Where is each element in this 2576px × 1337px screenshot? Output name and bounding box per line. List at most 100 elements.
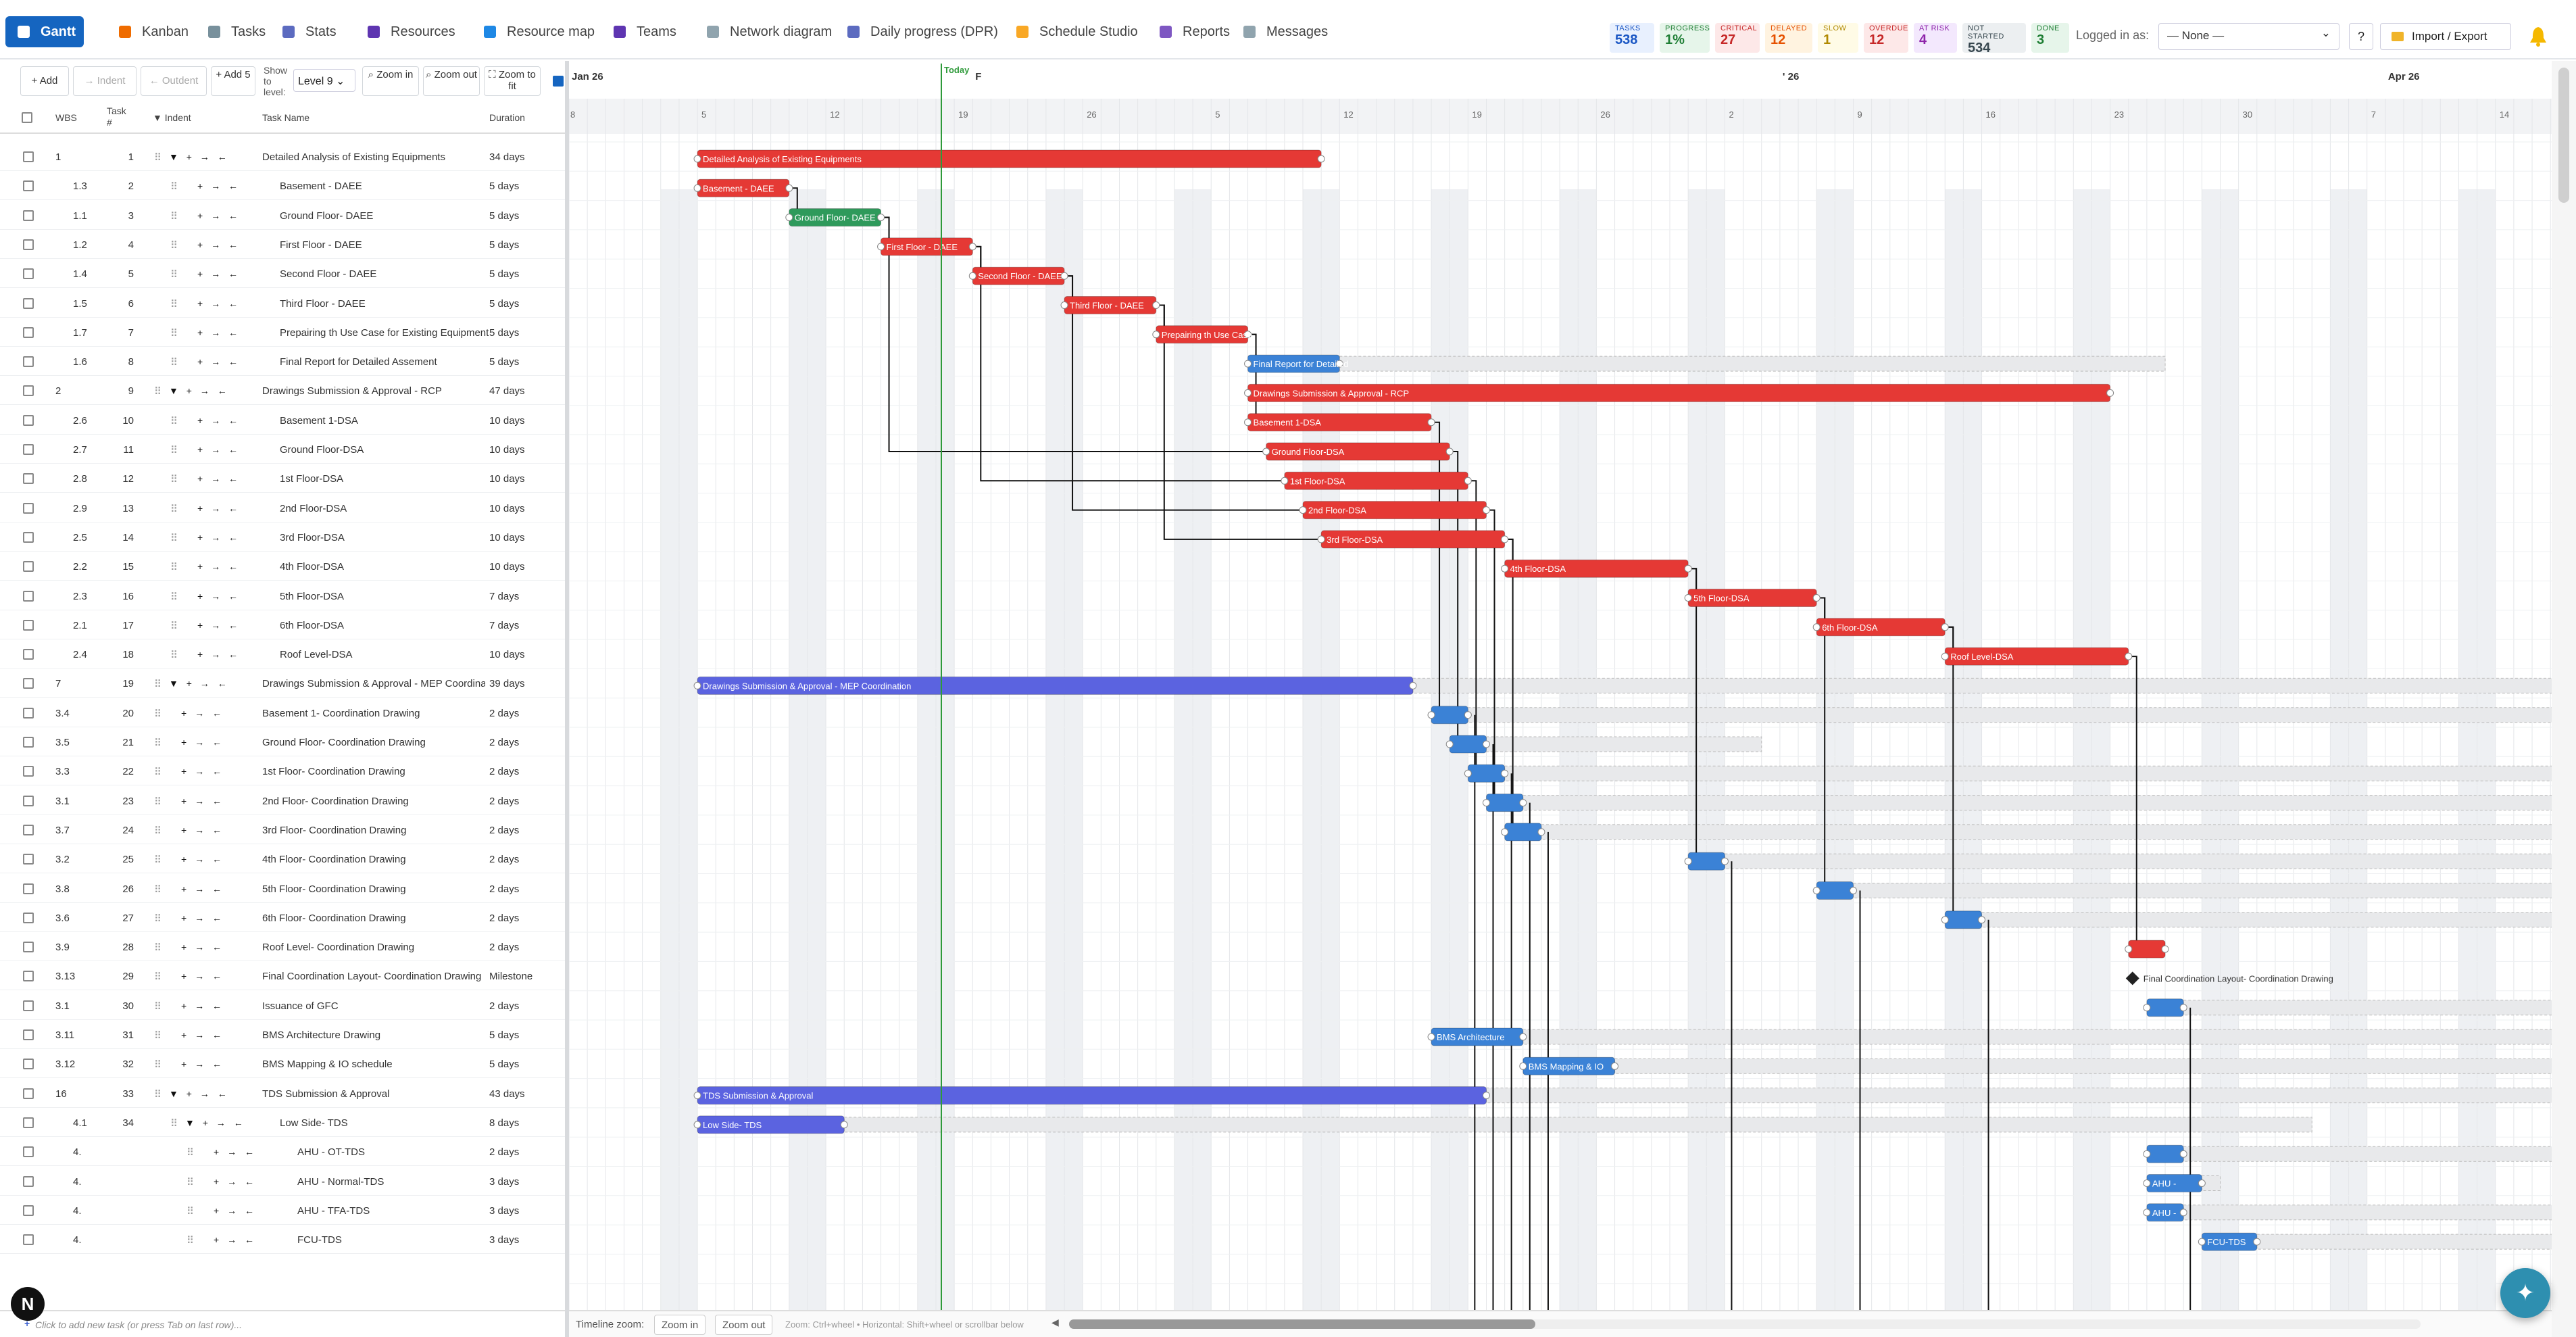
user-select[interactable]: — None — ⌄ bbox=[2158, 23, 2339, 50]
row-checkbox[interactable] bbox=[23, 1205, 34, 1216]
task-bar[interactable] bbox=[1944, 910, 1983, 929]
duration-cell[interactable]: 10 days bbox=[489, 502, 525, 514]
pane-splitter[interactable] bbox=[565, 61, 569, 1337]
bar-end-handle[interactable] bbox=[1611, 1062, 1619, 1070]
table-row[interactable]: 3.9 28 ⠿ + → ← Roof Level- Coordination Draw… bbox=[0, 932, 565, 962]
task-name-cell[interactable]: Low Side- TDS bbox=[280, 1117, 348, 1129]
wbs-cell[interactable]: 4. bbox=[73, 1175, 82, 1188]
drag-handle-icon[interactable]: ⠿ bbox=[170, 445, 178, 456]
indent-controls[interactable]: + → ← bbox=[197, 239, 241, 250]
row-checkbox[interactable] bbox=[23, 854, 34, 865]
wbs-cell[interactable]: 2.5 bbox=[73, 531, 87, 543]
bar-start-handle[interactable] bbox=[1812, 623, 1820, 631]
bar-start-handle[interactable] bbox=[1244, 418, 1252, 427]
row-checkbox[interactable] bbox=[23, 531, 34, 543]
wbs-cell[interactable]: 2.3 bbox=[73, 590, 87, 602]
bar-start-handle[interactable] bbox=[1244, 360, 1252, 368]
wbs-cell[interactable]: 3.1 bbox=[55, 1000, 70, 1012]
table-row[interactable]: 2.5 14 ⠿ + → ← 3rd Floor-DSA 10 days bbox=[0, 522, 565, 552]
task-name-cell[interactable]: Drawings Submission & Approval - MEP Coo… bbox=[262, 678, 485, 690]
task-name-cell[interactable]: Basement 1- Coordination Drawing bbox=[262, 707, 420, 719]
wbs-cell[interactable]: 2.1 bbox=[73, 619, 87, 631]
wbs-cell[interactable]: 3.13 bbox=[55, 971, 76, 983]
indent-controls[interactable]: + → ← bbox=[214, 1234, 257, 1246]
drag-handle-icon[interactable]: ⠿ bbox=[187, 1235, 194, 1247]
table-row[interactable]: 3.8 26 ⠿ + → ← 5th Floor- Coordination Drawi… bbox=[0, 874, 565, 903]
row-checkbox[interactable] bbox=[23, 678, 34, 689]
bar-end-handle[interactable] bbox=[1812, 594, 1820, 602]
row-checkbox[interactable] bbox=[23, 502, 34, 514]
row-checkbox[interactable] bbox=[23, 356, 34, 368]
row-checkbox[interactable] bbox=[23, 766, 34, 777]
bar-end-handle[interactable] bbox=[1409, 681, 1417, 689]
stat-progress[interactable]: PROGRESS 1% bbox=[1660, 23, 1710, 53]
timeline-zoom-in-button[interactable]: Zoom in bbox=[654, 1315, 706, 1335]
task-name-cell[interactable]: FCU-TDS bbox=[297, 1234, 342, 1246]
duration-cell[interactable]: 5 days bbox=[489, 356, 520, 368]
table-row[interactable]: 4.1 34 ⠿ ▼ + → ← Low Side- TDS 8 days bbox=[0, 1108, 565, 1137]
row-checkbox[interactable] bbox=[23, 297, 34, 309]
task-name-cell[interactable]: Detailed Analysis of Existing Equipments bbox=[262, 151, 445, 163]
duration-cell[interactable]: 34 days bbox=[489, 151, 525, 163]
wbs-cell[interactable]: 1.4 bbox=[73, 268, 87, 281]
row-checkbox[interactable] bbox=[23, 737, 34, 748]
zoom-out-button[interactable]: ⌕ Zoom out bbox=[423, 66, 480, 96]
table-row[interactable]: 1.3 2 ⠿ + → ← Basement - DAEE 5 days bbox=[0, 171, 565, 201]
duration-cell[interactable]: 5 days bbox=[489, 239, 520, 251]
indent-controls[interactable]: ▼ + → ← bbox=[169, 678, 230, 689]
bar-start-handle[interactable] bbox=[2198, 1238, 2206, 1246]
wbs-cell[interactable]: 2.4 bbox=[73, 649, 87, 661]
duration-cell[interactable]: 47 days bbox=[489, 385, 525, 397]
select-all-checkbox[interactable] bbox=[22, 112, 32, 123]
task-name-cell[interactable]: 5th Floor- Coordination Drawing bbox=[262, 883, 406, 895]
drag-handle-icon[interactable]: ⠿ bbox=[154, 1000, 162, 1013]
indent-controls[interactable]: ▼ + → ← bbox=[169, 1088, 230, 1099]
indent-controls[interactable]: + → ← bbox=[197, 590, 241, 602]
row-checkbox[interactable] bbox=[23, 414, 34, 426]
task-bar[interactable] bbox=[1486, 794, 1524, 812]
drag-handle-icon[interactable]: ⠿ bbox=[154, 708, 162, 720]
task-name-cell[interactable]: Second Floor - DAEE bbox=[280, 268, 377, 281]
bar-end-handle[interactable] bbox=[1941, 623, 1949, 631]
task-name-cell[interactable]: 4th Floor- Coordination Drawing bbox=[262, 854, 406, 866]
task-name-cell[interactable]: 6th Floor-DSA bbox=[280, 619, 345, 631]
wbs-cell[interactable]: 3.9 bbox=[55, 942, 70, 954]
table-row[interactable]: 3.4 20 ⠿ + → ← Basement 1- Coordination Draw… bbox=[0, 698, 565, 727]
wbs-cell[interactable]: 1.3 bbox=[73, 180, 87, 193]
drag-handle-icon[interactable]: ⠿ bbox=[187, 1205, 194, 1217]
drag-handle-icon[interactable]: ⠿ bbox=[154, 1088, 162, 1100]
col-duration[interactable]: Duration bbox=[489, 112, 525, 123]
task-name-cell[interactable]: First Floor - DAEE bbox=[280, 239, 362, 251]
bar-start-handle[interactable] bbox=[2125, 945, 2133, 953]
col-indent[interactable]: ▼ Indent bbox=[153, 112, 191, 123]
wbs-cell[interactable]: 1.6 bbox=[73, 356, 87, 368]
bar-end-handle[interactable] bbox=[1483, 506, 1490, 514]
wbs-cell[interactable]: 2.8 bbox=[73, 473, 87, 485]
row-checkbox[interactable] bbox=[23, 795, 34, 806]
add-task-button[interactable]: + Add bbox=[20, 66, 69, 96]
bar-end-handle[interactable] bbox=[1244, 331, 1252, 339]
indent-controls[interactable]: + → ← bbox=[197, 414, 241, 426]
bar-start-handle[interactable] bbox=[2143, 1004, 2151, 1012]
stat-critical[interactable]: CRITICAL 27 bbox=[1715, 23, 1760, 53]
wbs-cell[interactable]: 2.2 bbox=[73, 561, 87, 573]
drag-handle-icon[interactable]: ⠿ bbox=[170, 239, 178, 251]
bar-start-handle[interactable] bbox=[1501, 828, 1509, 836]
bar-start-handle[interactable] bbox=[1317, 535, 1325, 543]
table-row[interactable]: 4. ⠿ + → ← AHU - OT-TDS 2 days bbox=[0, 1137, 565, 1167]
bar-start-handle[interactable] bbox=[1152, 331, 1160, 339]
duration-cell[interactable]: 10 days bbox=[489, 414, 525, 427]
sync-checkbox[interactable] bbox=[553, 76, 564, 87]
indent-controls[interactable]: + → ← bbox=[181, 795, 224, 806]
wbs-cell[interactable]: 3.2 bbox=[55, 854, 70, 866]
bell-icon[interactable] bbox=[2529, 26, 2548, 47]
drag-handle-icon[interactable]: ⠿ bbox=[170, 1117, 178, 1129]
bar-end-handle[interactable] bbox=[1483, 1092, 1490, 1100]
bar-end-handle[interactable] bbox=[1537, 828, 1545, 836]
wbs-cell[interactable]: 1.5 bbox=[73, 297, 87, 310]
drag-handle-icon[interactable]: ⠿ bbox=[170, 415, 178, 427]
table-row[interactable]: 2.6 10 ⠿ + → ← Basement 1-DSA 10 days bbox=[0, 406, 565, 435]
stat-overdue[interactable]: OVERDUE 12 bbox=[1864, 23, 1908, 53]
bar-end-handle[interactable] bbox=[968, 243, 976, 251]
wbs-cell[interactable]: 2.7 bbox=[73, 444, 87, 456]
